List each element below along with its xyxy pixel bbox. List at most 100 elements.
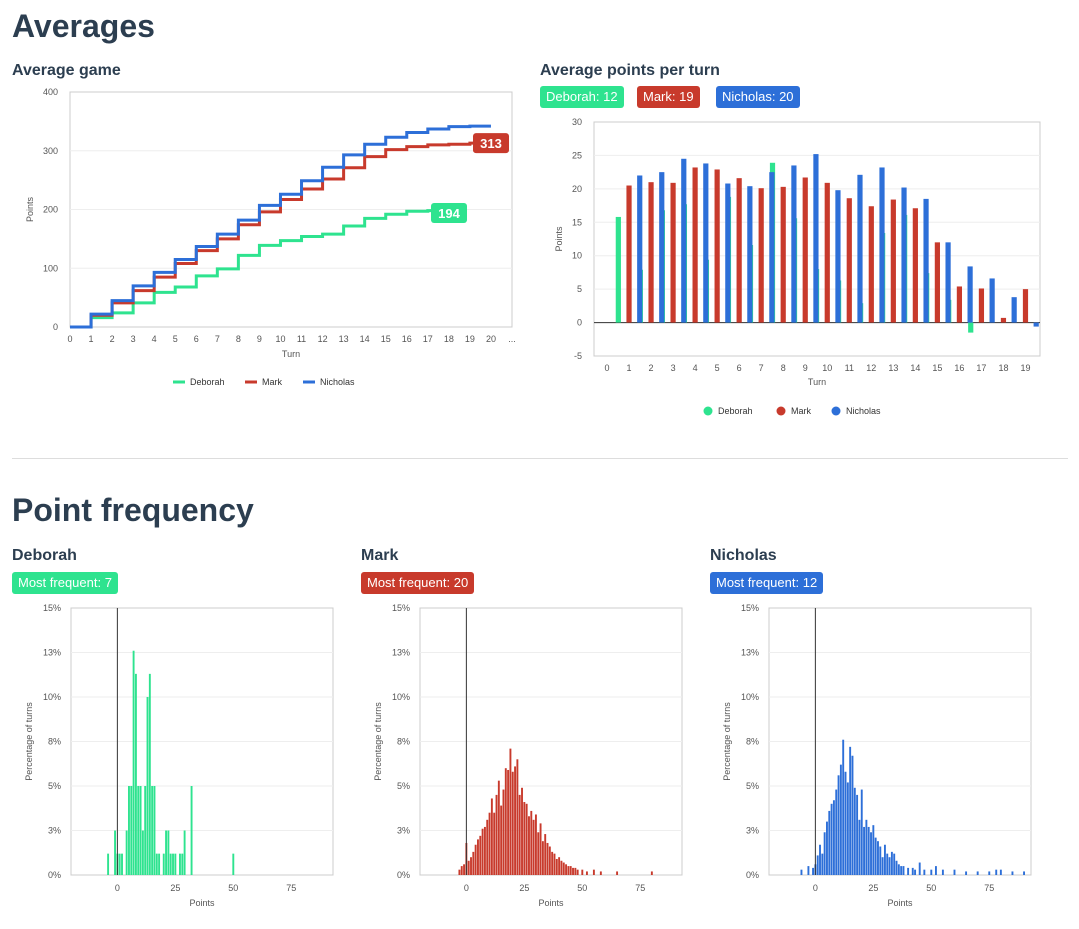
x-tick-label: 0	[67, 334, 72, 344]
x-tick-label: 25	[170, 883, 180, 893]
y-tick-label: 3%	[746, 826, 759, 836]
y-tick-label: 15%	[741, 603, 759, 613]
bar-mark	[824, 182, 830, 323]
histogram-bar	[565, 864, 568, 875]
histogram-bar	[134, 673, 137, 875]
histogram-bar	[165, 830, 168, 875]
histogram-bar	[895, 860, 898, 875]
bar-nicholas	[1033, 322, 1039, 327]
nicholas-most-frequent-badge: Most frequent: 12	[710, 572, 824, 594]
x-tick-label: ...	[508, 334, 516, 344]
histogram-bar	[483, 826, 486, 875]
histogram-bar	[558, 857, 561, 875]
legend-label: Nicholas	[846, 406, 881, 416]
bar-nicholas	[747, 186, 753, 323]
bar-mark	[934, 242, 940, 323]
frequency-title: Point frequency	[12, 492, 254, 528]
mark-histogram: 0% 3% 5% 8% 10% 13% 15% 0 25 50 75 Points Percentage…	[373, 603, 683, 908]
histogram-bar	[849, 746, 852, 875]
histogram-bar	[865, 819, 868, 875]
histogram-bar	[179, 853, 181, 875]
histogram-bar	[844, 771, 847, 875]
deborah-average-badge: Deborah: 12	[540, 86, 624, 108]
x-tick-label: 9	[257, 334, 262, 344]
nicholas-heading: Nicholas	[710, 547, 777, 564]
bar-nicholas	[769, 172, 775, 323]
histogram-bar	[151, 786, 154, 875]
histogram-bar	[490, 798, 493, 875]
histogram-bar	[953, 869, 956, 875]
histogram-bar	[851, 755, 854, 875]
y-tick-label: 0	[577, 318, 582, 328]
y-tick-label: 3%	[48, 826, 61, 836]
y-tick-label: 100	[43, 263, 58, 273]
histogram-bar	[158, 853, 161, 875]
y-tick-label: 25	[572, 150, 582, 160]
avg-game-title: Average game	[12, 62, 121, 79]
bar-mark	[692, 167, 698, 323]
histogram-bar	[860, 789, 863, 875]
bar-mark	[670, 182, 676, 323]
x-tick-label: 16	[402, 334, 412, 344]
x-tick-label: 16	[954, 363, 964, 373]
y-tick-label: 0%	[397, 870, 410, 880]
histogram-bar	[511, 771, 514, 875]
bar-mark	[780, 186, 786, 323]
histogram-bar	[460, 866, 463, 875]
x-tick-label: 10	[275, 334, 285, 344]
x-tick-label: 25	[519, 883, 529, 893]
histogram-bar	[118, 853, 121, 875]
y-tick-label: 30	[572, 117, 582, 127]
histogram-bar	[616, 871, 619, 875]
histogram-bar	[532, 819, 535, 875]
histogram-bar	[467, 860, 470, 875]
x-tick-label: 1	[89, 334, 94, 344]
histogram-bar	[174, 853, 177, 875]
histogram-bar	[930, 869, 933, 875]
y-tick-label: 13%	[43, 648, 61, 658]
plot-area	[593, 121, 1041, 357]
histogram-bar	[509, 748, 512, 875]
histogram-bar	[923, 869, 926, 875]
histogram-bar	[181, 853, 184, 875]
y-tick-label: 0%	[746, 870, 759, 880]
x-tick-label: 3	[131, 334, 136, 344]
x-tick-label: 0	[464, 883, 469, 893]
histogram-bar	[232, 853, 235, 875]
histogram-bar	[541, 841, 544, 875]
x-tick-label: 0	[813, 883, 818, 893]
histogram-bar	[521, 787, 523, 875]
histogram-bar	[819, 844, 821, 875]
x-axis-label: Points	[887, 898, 913, 908]
histogram-bar	[479, 835, 482, 875]
end-label-bg-mark	[473, 133, 509, 154]
x-axis-label: Points	[189, 898, 215, 908]
y-tick-label: 15%	[43, 603, 61, 613]
bar-mark	[912, 208, 918, 323]
bar-mark	[868, 206, 874, 323]
x-tick-label: 7	[215, 334, 220, 344]
y-tick-label: 10%	[741, 692, 759, 702]
histogram-bar	[190, 786, 193, 875]
histogram-bar	[551, 851, 554, 875]
y-tick-label: 5	[577, 284, 582, 294]
histogram-bar	[458, 869, 461, 875]
histogram-bar	[576, 869, 579, 875]
bar-mark	[648, 182, 654, 323]
histogram-bar	[907, 867, 910, 875]
histogram-bar	[153, 786, 156, 875]
x-tick-label: 2	[110, 334, 115, 344]
histogram-bar	[562, 862, 565, 875]
histogram-bar	[830, 803, 833, 875]
histogram-bar	[486, 819, 489, 875]
histogram-bar	[888, 857, 891, 875]
histogram-bar	[567, 866, 570, 875]
histogram-bar	[107, 853, 110, 875]
y-tick-label: 5%	[48, 781, 61, 791]
x-axis-label: Turn	[282, 349, 300, 359]
x-tick-label: 25	[868, 883, 878, 893]
y-tick-label: 13%	[741, 648, 759, 658]
histogram-bar	[553, 853, 556, 875]
bar-nicholas	[989, 278, 995, 323]
